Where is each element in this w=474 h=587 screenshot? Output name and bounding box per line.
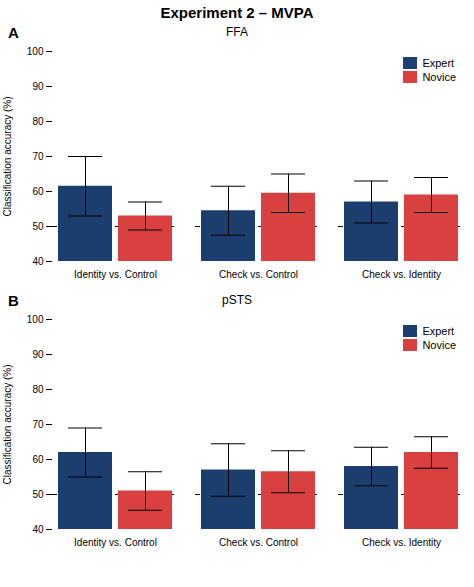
svg-text:80: 80 bbox=[32, 384, 44, 395]
svg-text:80: 80 bbox=[32, 116, 44, 127]
svg-text:50: 50 bbox=[32, 489, 44, 500]
svg-text:Check vs. Identity: Check vs. Identity bbox=[362, 269, 441, 280]
html-text:A: A bbox=[8, 23, 19, 41]
svg-text:40: 40 bbox=[32, 256, 44, 267]
svg-text:Check vs. Control: Check vs. Control bbox=[219, 537, 298, 548]
svg-text:70: 70 bbox=[32, 151, 44, 162]
svg-text:Check vs. Control: Check vs. Control bbox=[219, 269, 298, 280]
svg-text:Classification accuracy (%): Classification accuracy (%) bbox=[2, 96, 13, 216]
html-text:FFA: FFA bbox=[226, 25, 248, 39]
svg-text:Classification accuracy (%): Classification accuracy (%) bbox=[2, 364, 13, 484]
html-text:Experiment 2 – MVPA: Experiment 2 – MVPA bbox=[160, 4, 314, 21]
svg-text:Identity vs. Control: Identity vs. Control bbox=[74, 269, 157, 280]
html-text:Novice: Novice bbox=[422, 71, 456, 83]
html-text:Expert: Expert bbox=[422, 57, 455, 69]
svg-text:90: 90 bbox=[32, 349, 44, 360]
svg-text:40: 40 bbox=[32, 524, 44, 535]
html-text:Expert: Expert bbox=[422, 325, 455, 337]
svg-text:Identity vs. Control: Identity vs. Control bbox=[74, 537, 157, 548]
html-text:Novice: Novice bbox=[422, 339, 456, 351]
svg-text:50: 50 bbox=[32, 221, 44, 232]
html-text:B: B bbox=[8, 291, 19, 309]
svg-text:100: 100 bbox=[27, 314, 44, 325]
svg-text:90: 90 bbox=[32, 81, 44, 92]
html-text:pSTS: pSTS bbox=[222, 293, 252, 307]
svg-text:60: 60 bbox=[32, 454, 44, 465]
svg-text:60: 60 bbox=[32, 186, 44, 197]
svg-text:70: 70 bbox=[32, 419, 44, 430]
svg-text:Check vs. Identity: Check vs. Identity bbox=[362, 537, 441, 548]
svg-text:100: 100 bbox=[27, 46, 44, 57]
